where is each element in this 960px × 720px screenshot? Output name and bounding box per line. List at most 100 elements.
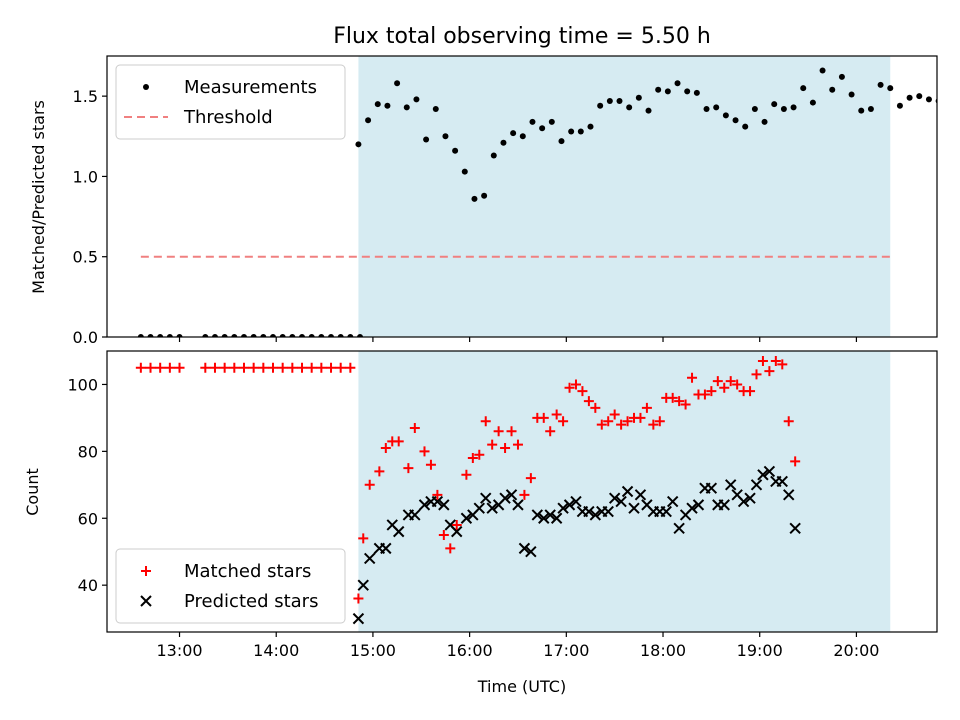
x-tick-label: 13:00 [156, 641, 202, 660]
matched-star-point [297, 362, 308, 373]
predicted-star-point [557, 502, 569, 514]
predicted-star-point [725, 479, 737, 491]
matched-star-point [374, 466, 385, 477]
measurement-point [867, 105, 874, 112]
matched-star-point [335, 362, 346, 373]
matched-star-point [358, 533, 369, 544]
matched-star-point [493, 426, 504, 437]
predicted-star-point [608, 492, 621, 504]
matched-star-point [316, 362, 327, 373]
y-tick-label: 100 [67, 375, 98, 394]
matched-star-point [512, 439, 523, 450]
predicted-star-point [418, 499, 431, 511]
measurement-point [548, 118, 555, 125]
measurement-point [423, 136, 430, 143]
y-tick-label: 40 [78, 576, 98, 595]
measurement-point [529, 118, 536, 125]
predicted-star-point [480, 492, 492, 504]
measurement-point [713, 104, 720, 111]
predicted-star-point [776, 475, 788, 488]
measurement-point [539, 125, 546, 132]
y-tick-label: 80 [78, 442, 98, 461]
matched-star-point [277, 362, 288, 373]
measurement-point [510, 130, 517, 137]
measurement-point [157, 334, 164, 337]
matched-star-point [345, 362, 356, 373]
measurement-point [626, 104, 633, 111]
measurement-point [606, 97, 613, 104]
measurement-point [635, 94, 642, 101]
legend-box [115, 548, 346, 624]
predicted-star-point [621, 485, 634, 498]
matched-star-point [200, 362, 211, 373]
x-tick-label: 15:00 [350, 641, 396, 660]
measurement-point [289, 334, 296, 337]
plot-area [137, 67, 937, 337]
predicted-star-point [451, 525, 463, 538]
matched-star-point [209, 362, 220, 373]
measurement-point [384, 102, 391, 109]
predicted-star-point [538, 512, 550, 524]
matched-star-point [425, 459, 436, 470]
measurement-point [916, 93, 923, 100]
predicted-star-point [757, 469, 769, 481]
predicted-star-point [602, 505, 614, 518]
measurement-point [896, 102, 903, 109]
measurement-point [221, 334, 228, 337]
matched-star-point [596, 419, 607, 430]
matched-star-point [745, 386, 756, 397]
x-tick-label: 20:00 [833, 641, 879, 660]
measurement-point [471, 195, 478, 202]
measurement-point [231, 334, 238, 337]
measurement-point [442, 133, 449, 140]
matched-star-point [268, 362, 278, 373]
measurement-point [176, 334, 183, 337]
measurement-point [500, 139, 507, 146]
bottom-panel: 40 60 80 100 13:00 14:00 15:00 16:00 17:00 18:00 1… [67, 350, 938, 660]
matched-star-point [409, 422, 420, 433]
measurement-point [461, 168, 468, 175]
predicted-star-point [589, 509, 602, 521]
predicted-star-point [499, 492, 511, 504]
matched-star-point [306, 362, 317, 373]
measurement-point [357, 334, 364, 337]
predicted-star-point [393, 525, 405, 538]
measurement-point [684, 88, 691, 95]
matched-star-point [451, 519, 462, 530]
measurement-point [809, 99, 816, 106]
predicted-star-point [737, 495, 750, 508]
matched-star-point [164, 362, 175, 373]
measurement-point [645, 107, 652, 114]
measurement-point [877, 81, 884, 88]
matched-star-point [258, 362, 269, 373]
measurement-point [800, 85, 807, 92]
matched-star-point [461, 469, 472, 480]
measurement-point [413, 96, 420, 103]
measurement-point [597, 102, 604, 109]
x-tick-label: 16:00 [447, 641, 493, 660]
matched-star-point [732, 379, 743, 390]
matched-star-point [525, 473, 536, 484]
measurement-point [674, 80, 681, 87]
measurement-point [166, 334, 173, 337]
measurement-point [299, 334, 306, 337]
measurement-point [887, 85, 894, 92]
matched-star-point [558, 416, 569, 427]
measurement-point [722, 112, 729, 119]
measurement-point [270, 334, 276, 337]
predicted-star-point [438, 499, 450, 511]
y-tick-label: 1.5 [73, 87, 98, 106]
measurement-point [519, 133, 526, 140]
axes-frame [106, 350, 938, 633]
measurement-point [742, 123, 749, 130]
observing-window-span [358, 56, 891, 337]
matched-star-point [570, 379, 581, 390]
measurement-point [693, 89, 700, 96]
matched-star-point [674, 396, 685, 407]
predicted-star-point [550, 512, 563, 524]
measurement-point [355, 141, 362, 148]
measurement-point [829, 86, 836, 93]
axes-frame [106, 55, 938, 338]
predicted-star-point [431, 495, 444, 508]
top-y-axis-title: Matched/Predicted stars [29, 100, 48, 294]
